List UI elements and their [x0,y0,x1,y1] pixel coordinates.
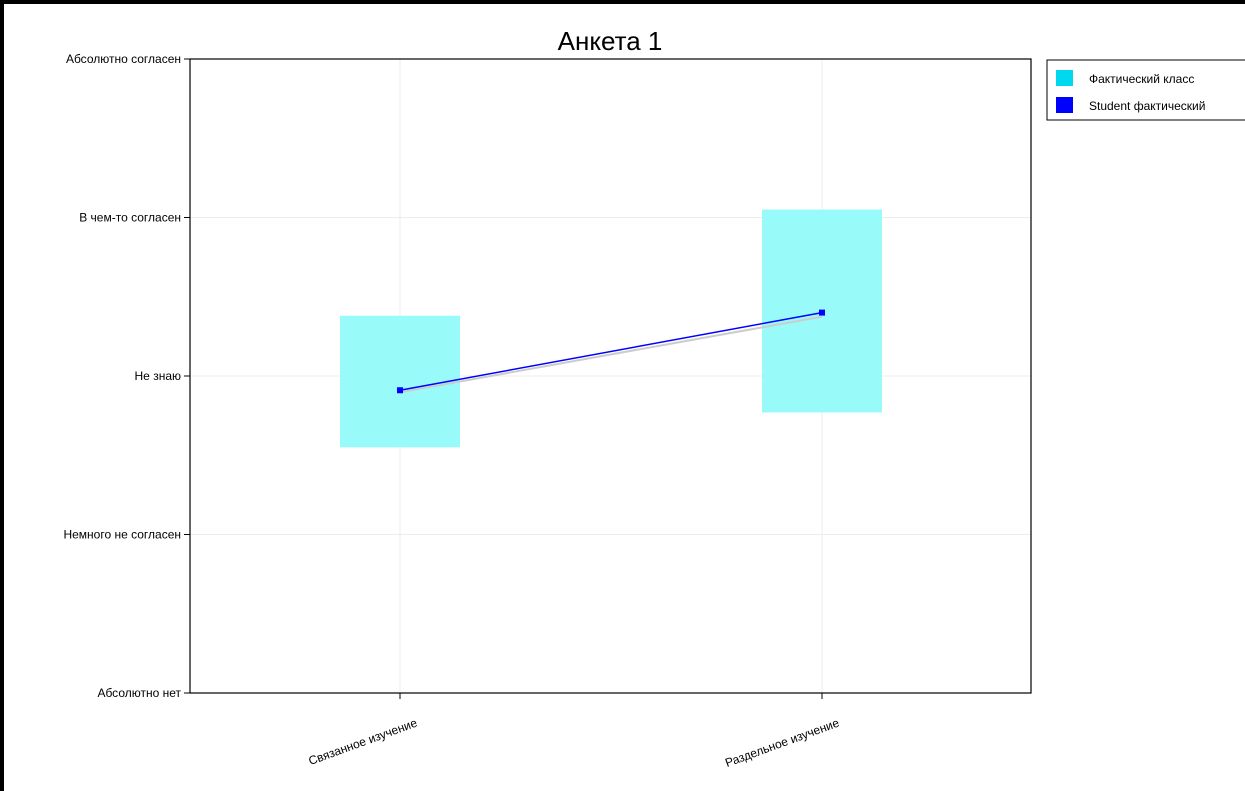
legend-box [1046,59,1245,121]
legend-label-actual-class: Фактический класс [1089,72,1194,86]
student-actual-point [397,387,403,394]
y-tick-label: Абсолютно согласен [66,52,181,66]
actual-class-mean-line [399,315,823,394]
range-boxes [340,209,882,448]
y-tick-label: Абсолютно нет [97,686,181,700]
y-tick-label: В чем-то согласен [79,211,181,225]
legend-swatch-actual-class [1056,70,1073,86]
chart-title: Анкета 1 [558,26,663,56]
grid [190,58,1031,694]
legend: Фактический класс Student фактический [1046,59,1245,121]
x-axis: Связанное изучение Раздельное изучение [307,693,841,770]
series-lines [397,309,825,394]
legend-swatch-student-actual [1056,97,1073,113]
y-axis: Абсолютно нет Немного не согласен Не знаю В… [63,52,190,700]
legend-label-student-actual: Student фактический [1089,99,1205,113]
y-tick-label: Немного не согласен [63,528,181,542]
student-actual-point [819,309,825,316]
student-actual-line [399,311,823,392]
x-tick-label-связанное-изучение: Связанное изучение [307,716,420,768]
x-tick-label-раздельное-изучение: Раздельное изучение [723,716,841,770]
y-tick-label: Не знаю [135,369,181,383]
range-box-связанное-изучение [340,315,460,448]
